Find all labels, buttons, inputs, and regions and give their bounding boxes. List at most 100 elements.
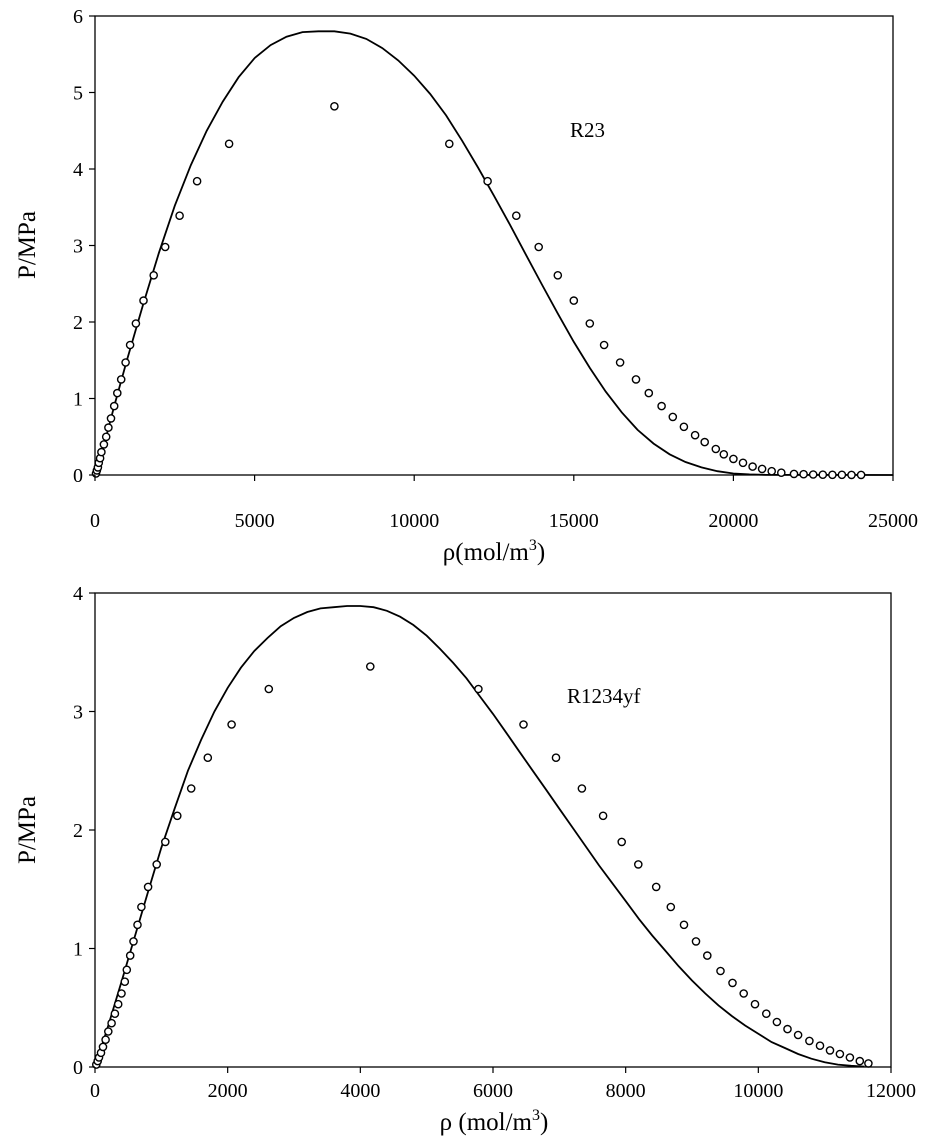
data-point	[657, 401, 666, 411]
data-point	[793, 1030, 803, 1040]
data-point	[845, 1053, 855, 1062]
data-point	[748, 462, 757, 471]
data-point	[719, 449, 729, 459]
y-tick-label: 0	[73, 1057, 83, 1079]
data-point	[143, 882, 153, 892]
data-point	[125, 340, 135, 350]
data-point	[483, 176, 492, 186]
data-point	[856, 470, 866, 480]
data-point	[818, 470, 828, 480]
data-point	[122, 965, 132, 975]
data-point	[825, 1046, 835, 1055]
data-point	[716, 966, 725, 976]
data-point	[789, 469, 799, 479]
data-point	[116, 375, 126, 384]
data-point	[512, 211, 521, 220]
y-tick-label: 2	[73, 312, 83, 334]
x-axis-label: ρ(mol/m3)	[443, 537, 545, 566]
data-point	[679, 422, 689, 432]
y-tick-label: 1	[73, 389, 83, 411]
data-point	[264, 684, 274, 694]
data-point	[444, 139, 454, 149]
data-point	[777, 468, 786, 478]
data-point	[808, 470, 818, 479]
x-tick-label: 8000	[606, 1080, 646, 1102]
data-point	[101, 1035, 110, 1044]
x-tick-label: 15000	[549, 510, 599, 532]
data-point	[534, 242, 544, 252]
x-tick-label: 10000	[389, 510, 439, 532]
data-point	[474, 684, 483, 694]
data-point	[131, 319, 141, 328]
data-point	[690, 430, 700, 440]
data-point	[666, 902, 676, 912]
data-point	[805, 1036, 814, 1046]
x-axis-label-close: )	[537, 539, 545, 566]
x-tick-label: 25000	[868, 510, 918, 532]
data-point	[599, 340, 609, 350]
y-tick-label: 5	[73, 83, 83, 105]
data-point	[519, 720, 528, 729]
x-tick-label: 0	[90, 510, 100, 532]
model-curve	[94, 30, 894, 476]
data-point	[799, 469, 808, 479]
data-point	[137, 902, 146, 912]
data-point	[762, 1009, 771, 1019]
plot-frame	[94, 592, 892, 1068]
data-point	[192, 176, 202, 186]
data-point	[750, 999, 760, 1009]
x-tick-label: 0	[90, 1080, 100, 1102]
data-point	[98, 1042, 108, 1052]
y-tick-labels: 0 1 2 3 4 5 6	[73, 6, 95, 487]
x-tick-label: 2000	[208, 1080, 248, 1102]
data-point	[569, 296, 579, 305]
y-tick-label: 4	[73, 583, 83, 605]
data-point	[160, 242, 170, 252]
data-point	[113, 999, 123, 1009]
model-curve	[94, 605, 865, 1068]
x-tick-label: 5000	[235, 510, 275, 532]
data-point	[104, 1027, 113, 1036]
x-tick-label: 10000	[733, 1080, 783, 1102]
data-point	[711, 444, 721, 454]
data-point	[117, 989, 126, 998]
data-point	[815, 1041, 825, 1050]
annotation-label: R23	[570, 118, 605, 142]
data-point	[835, 1049, 845, 1059]
x-tick-label: 6000	[473, 1080, 513, 1102]
x-tick-label: 12000	[866, 1080, 916, 1102]
data-point	[97, 447, 106, 457]
x-axis-label-close: )	[540, 1109, 548, 1136]
data-point	[133, 920, 142, 930]
data-point	[855, 1056, 865, 1066]
data-point	[101, 432, 111, 442]
data-point	[186, 784, 196, 793]
y-tick-label: 6	[73, 6, 83, 28]
data-point	[767, 466, 777, 476]
data-point	[668, 412, 678, 422]
data-point	[129, 937, 138, 946]
data-point	[551, 753, 561, 763]
chart-r1234yf: 0 1 2 3 4 0 2000 4000 6000 8000 10000 12000 R1234y…	[14, 583, 916, 1136]
x-axis-label: ρ (mol/m3)	[440, 1107, 549, 1136]
y-axis-label: P/MPa	[14, 211, 41, 279]
chart-marks	[92, 605, 873, 1069]
data-point	[757, 464, 767, 474]
x-tick-label: 4000	[340, 1080, 380, 1102]
x-axis-label-main: ρ(mol/m	[443, 539, 530, 566]
data-point	[104, 423, 113, 432]
data-point	[107, 1018, 116, 1028]
data-point	[121, 358, 130, 367]
data-point	[847, 470, 856, 480]
y-tick-label: 1	[73, 939, 83, 961]
data-point	[160, 837, 170, 847]
data-point	[700, 437, 710, 447]
data-point	[330, 102, 339, 111]
data-point	[120, 977, 130, 987]
y-tick-label: 0	[73, 465, 83, 487]
data-point	[577, 784, 587, 793]
y-tick-label: 3	[73, 702, 83, 724]
data-point	[585, 319, 595, 328]
data-point	[203, 753, 213, 763]
